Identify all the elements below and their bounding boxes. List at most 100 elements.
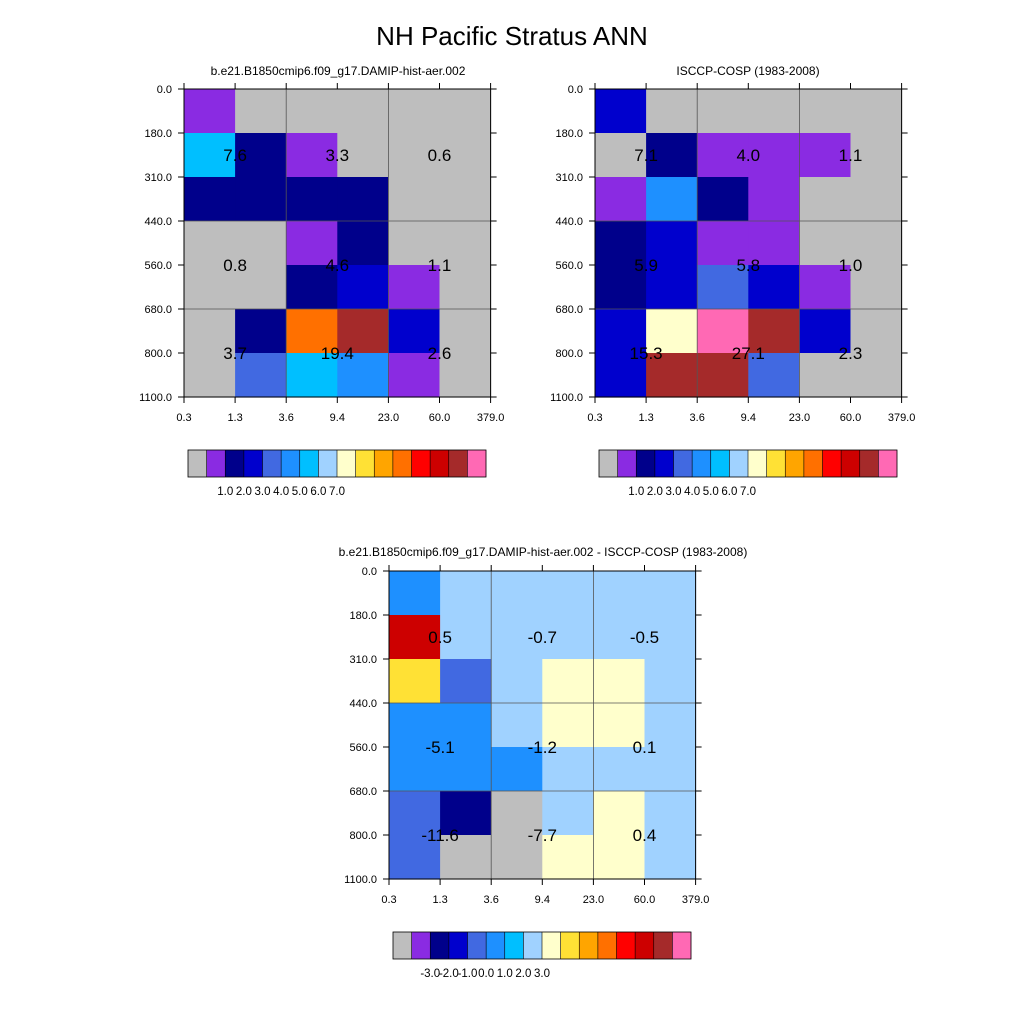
- colorbar-swatch: [542, 932, 561, 959]
- y-tick-label: 440.0: [144, 216, 172, 228]
- box-value-label: 15.3: [630, 344, 663, 363]
- heatmap-cell: [644, 835, 697, 880]
- box-value-label: -11.6: [421, 826, 459, 845]
- heatmap-cell: [184, 89, 236, 134]
- panel-diff-grid: [389, 571, 697, 880]
- colorbar-swatch: [766, 450, 786, 477]
- colorbar-swatch: [467, 450, 487, 477]
- heatmap-cell: [593, 791, 646, 836]
- panel-diff-axes: 0.3 1.3 3.6 9.4 23.0 60.0 379.0 0.0 180.0 310.0 44…: [344, 565, 709, 906]
- colorbar-swatch: [729, 450, 749, 477]
- colorbar-label: 2.0: [236, 486, 252, 498]
- heatmap-cell: [184, 265, 236, 310]
- heatmap-cell: [440, 835, 492, 880]
- x-tick-label: 0.3: [381, 894, 396, 906]
- box-value-label: 0.4: [633, 826, 657, 845]
- y-tick-label: 310.0: [349, 654, 377, 666]
- box-value-label: 7.1: [634, 146, 658, 165]
- colorbar-swatch: [672, 932, 692, 959]
- colorbar-label: 1.0: [217, 486, 233, 498]
- colorbar-swatch: [411, 932, 431, 959]
- panel-model-colorbar: 1.0 2.0 3.0 4.0 5.0 6.0 7.0: [187, 449, 487, 498]
- colorbar-swatch: [430, 932, 450, 959]
- colorbar-swatch: [653, 932, 673, 959]
- box-value-label: 0.8: [223, 256, 247, 275]
- colorbar-swatch: [859, 450, 879, 477]
- colorbar-swatch: [785, 450, 805, 477]
- heatmap-cell: [389, 747, 441, 792]
- heatmap-cell: [184, 177, 236, 222]
- heatmap-cell: [697, 309, 749, 354]
- colorbar-swatch: [599, 450, 618, 477]
- colorbar-swatch: [374, 450, 394, 477]
- heatmap-cell: [748, 89, 800, 134]
- colorbar-label: 7.0: [740, 486, 756, 498]
- box-value-label: 3.7: [223, 344, 247, 363]
- heatmap-cell: [235, 309, 287, 354]
- panel-diff-box-values: 0.5 -0.7 -0.5 -5.1 -1.2 0.1 -11.6 -7.7 0.4: [421, 628, 659, 845]
- heatmap-cell: [593, 659, 646, 704]
- panel-diff-title: b.e21.B1850cmip6.f09_g17.DAMIP-hist-aer.…: [339, 545, 748, 559]
- heatmap-cell: [440, 659, 492, 704]
- heatmap-cell: [697, 133, 749, 178]
- panel-model: b.e21.B1850cmip6.f09_g17.DAMIP-hist-aer.…: [139, 64, 504, 498]
- box-value-label: 0.6: [428, 146, 452, 165]
- y-tick-label: 0.0: [157, 84, 172, 96]
- heatmap-cell: [542, 747, 594, 792]
- y-tick-label: 180.0: [144, 128, 172, 140]
- heatmap-cell: [542, 791, 594, 836]
- y-tick-label: 800.0: [349, 830, 377, 842]
- heatmap-cell: [799, 133, 852, 178]
- heatmap-cell: [235, 265, 287, 310]
- colorbar-swatch: [411, 450, 431, 477]
- main-title: NH Pacific Stratus ANN: [376, 21, 648, 51]
- colorbar-swatch: [673, 450, 693, 477]
- panel-obs-grid: [595, 89, 903, 398]
- box-value-label: 19.4: [321, 344, 354, 363]
- y-tick-label: 1100.0: [550, 392, 583, 404]
- heatmap-cell: [439, 177, 492, 222]
- y-tick-label: 310.0: [144, 172, 172, 184]
- x-tick-label: 379.0: [888, 412, 916, 424]
- heatmap-cell: [439, 221, 492, 266]
- heatmap-cell: [697, 265, 749, 310]
- y-tick-label: 0.0: [362, 566, 377, 578]
- heatmap-cell: [697, 353, 749, 398]
- heatmap-cell: [595, 133, 647, 178]
- colorbar-label: 5.0: [292, 486, 308, 498]
- x-tick-label: 1.3: [432, 894, 447, 906]
- heatmap-cell: [389, 571, 441, 616]
- colorbar-swatch: [486, 932, 506, 959]
- heatmap-cell: [595, 89, 647, 134]
- x-tick-label: 379.0: [477, 412, 505, 424]
- panel-diff-colorbar: -3.0-2.0-1.0 0.0 1.0 2.0 3.0: [392, 931, 692, 980]
- box-value-label: 0.1: [633, 738, 657, 757]
- heatmap-cell: [644, 615, 697, 660]
- heatmap-cell: [286, 353, 338, 398]
- heatmap-cell: [646, 221, 698, 266]
- y-tick-label: 560.0: [349, 742, 377, 754]
- y-tick-label: 440.0: [349, 698, 377, 710]
- colorbar-label: 2.0: [515, 968, 531, 980]
- heatmap-cell: [286, 89, 338, 134]
- colorbar-border: [598, 449, 898, 478]
- x-tick-label: 60.0: [840, 412, 861, 424]
- colorbar-swatch: [803, 450, 823, 477]
- box-value-label: 5.8: [736, 256, 760, 275]
- colorbar-swatch: [467, 932, 487, 959]
- heatmap-cell: [440, 703, 492, 748]
- heatmap-cell: [697, 221, 749, 266]
- heatmap-cell: [337, 221, 389, 266]
- heatmap-cell: [593, 571, 646, 616]
- heatmap-cell: [593, 835, 646, 880]
- x-tick-label: 0.3: [176, 412, 191, 424]
- colorbar-label: 1.0: [628, 486, 644, 498]
- box-value-label: 2.6: [428, 344, 452, 363]
- x-tick-label: 3.6: [690, 412, 705, 424]
- colorbar-swatch: [617, 450, 637, 477]
- box-value-label: -0.5: [630, 628, 659, 647]
- heatmap-cell: [646, 265, 698, 310]
- colorbar-swatch: [748, 450, 767, 477]
- heatmap-cell: [595, 309, 647, 354]
